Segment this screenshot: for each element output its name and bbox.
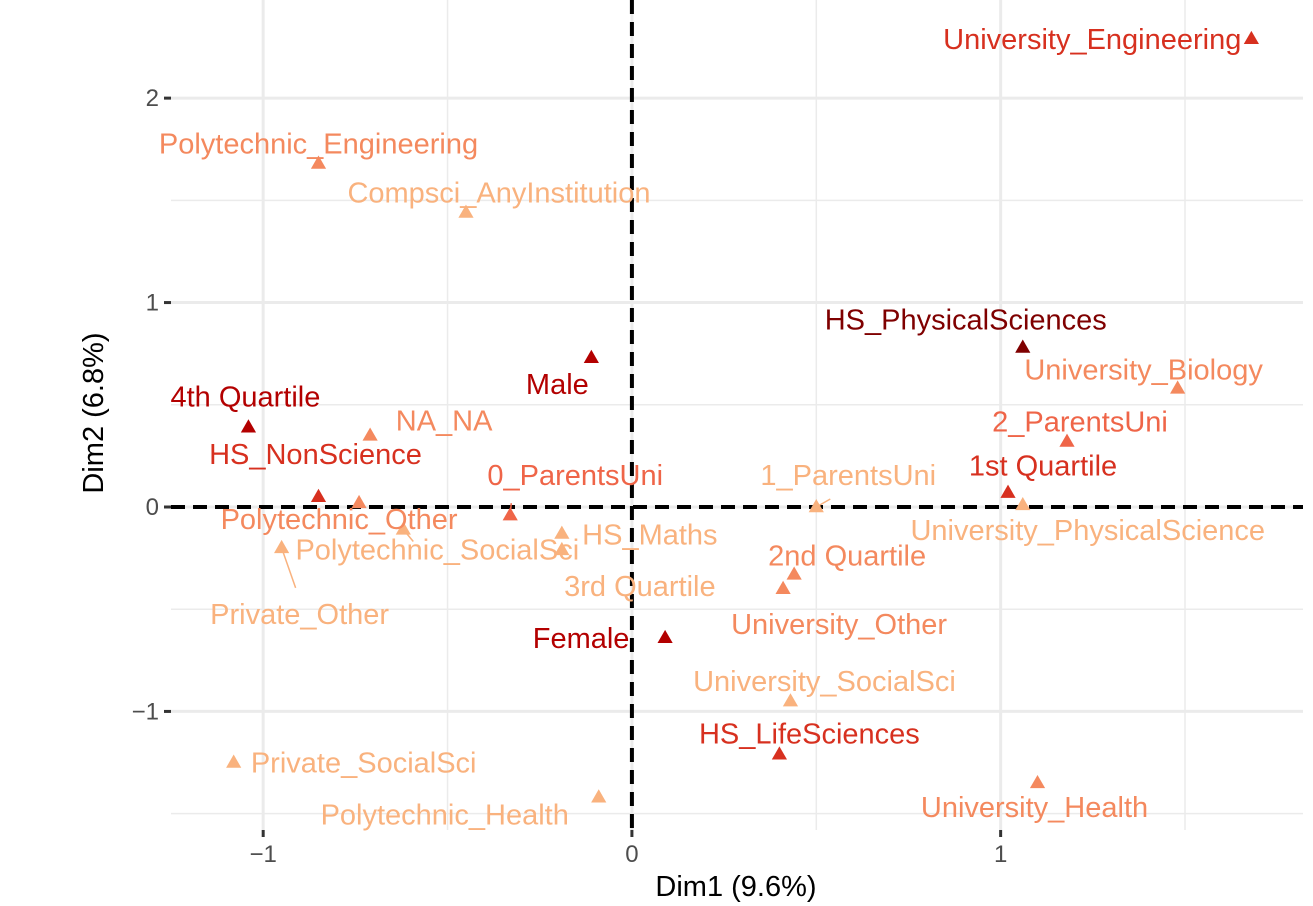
point-marker xyxy=(1029,774,1046,789)
point-marker xyxy=(786,566,802,580)
point-label: 2nd Quartile xyxy=(768,540,926,572)
point-label: Private_SocialSci xyxy=(251,748,477,780)
y-tick-label: −1 xyxy=(132,698,159,725)
point-marker xyxy=(808,498,824,513)
point-label: Polytechnic_Health xyxy=(321,799,569,831)
point-marker xyxy=(1059,433,1075,447)
point-marker xyxy=(395,521,411,535)
point-marker xyxy=(554,541,570,556)
point-label: Polytechnic_Engineering xyxy=(159,129,478,161)
point-marker xyxy=(1243,30,1259,45)
axes: −1 0 1 −1 0 1 2 xyxy=(132,85,1008,868)
y-axis-title: Dim2 (6.8%) xyxy=(78,332,110,493)
point-label: Female xyxy=(533,623,630,655)
point-label: Compsci_AnyInstitution xyxy=(347,178,650,210)
point-label: NA_NA xyxy=(396,405,493,437)
point-label: University_Health xyxy=(921,792,1148,824)
point-marker xyxy=(657,629,673,644)
y-tick-label: 0 xyxy=(146,494,159,521)
point-label: 1st Quartile xyxy=(969,451,1117,483)
y-tick-label: 2 xyxy=(146,85,159,112)
point-label: University_Biology xyxy=(1024,354,1263,386)
point-label: 3rd Quartile xyxy=(564,571,716,603)
x-tick-label: −1 xyxy=(249,841,276,868)
point-labels: University_Engineering Polytechnic_Engine… xyxy=(159,24,1265,831)
point-label: 0_ParentsUni xyxy=(487,460,663,492)
x-tick-label: 0 xyxy=(625,841,638,868)
point-label: HS_LifeSciences xyxy=(699,718,920,750)
point-label: University_PhysicalScience xyxy=(910,515,1265,547)
point-label: 4th Quartile xyxy=(170,381,320,413)
point-label: University_Other xyxy=(731,609,947,641)
point-label: Male xyxy=(526,369,589,401)
point-marker xyxy=(351,494,367,509)
point-label: Private_Other xyxy=(210,599,389,631)
point-marker xyxy=(1000,484,1016,498)
label-leader-line xyxy=(815,498,831,508)
point-marker xyxy=(771,746,788,760)
point-marker xyxy=(240,419,257,433)
point-marker xyxy=(591,789,607,803)
point-label: HS_Maths xyxy=(582,520,717,552)
point-marker xyxy=(1015,496,1031,511)
y-tick-label: 1 xyxy=(146,290,159,317)
point-label: HS_NonScience xyxy=(209,439,422,471)
point-marker xyxy=(775,580,791,594)
x-axis-title: Dim1 (9.6%) xyxy=(655,871,816,903)
points xyxy=(226,30,1259,803)
point-label: HS_PhysicalSciences xyxy=(825,305,1107,337)
point-marker xyxy=(310,155,327,169)
point-marker xyxy=(274,539,290,554)
point-label: 2_ParentsUni xyxy=(992,407,1168,439)
x-tick-label: 1 xyxy=(994,841,1007,868)
point-label: Polytechnic_Other xyxy=(221,504,458,536)
point-label: 1_ParentsUni xyxy=(760,460,936,492)
point-marker xyxy=(583,349,599,363)
point-marker xyxy=(458,204,474,218)
point-marker xyxy=(1170,380,1186,394)
point-marker xyxy=(362,427,378,441)
point-marker xyxy=(1015,339,1031,353)
point-marker xyxy=(782,693,799,707)
label-leader-line xyxy=(509,503,512,516)
point-label: University_Engineering xyxy=(943,24,1241,56)
point-marker xyxy=(554,525,570,539)
point-label: University_SocialSci xyxy=(693,666,956,698)
point-marker xyxy=(226,754,242,768)
label-leader-line xyxy=(402,529,414,542)
label-leader-line xyxy=(280,547,297,589)
point-label: Polytechnic_SocialSci xyxy=(295,534,579,566)
point-marker xyxy=(310,488,327,502)
